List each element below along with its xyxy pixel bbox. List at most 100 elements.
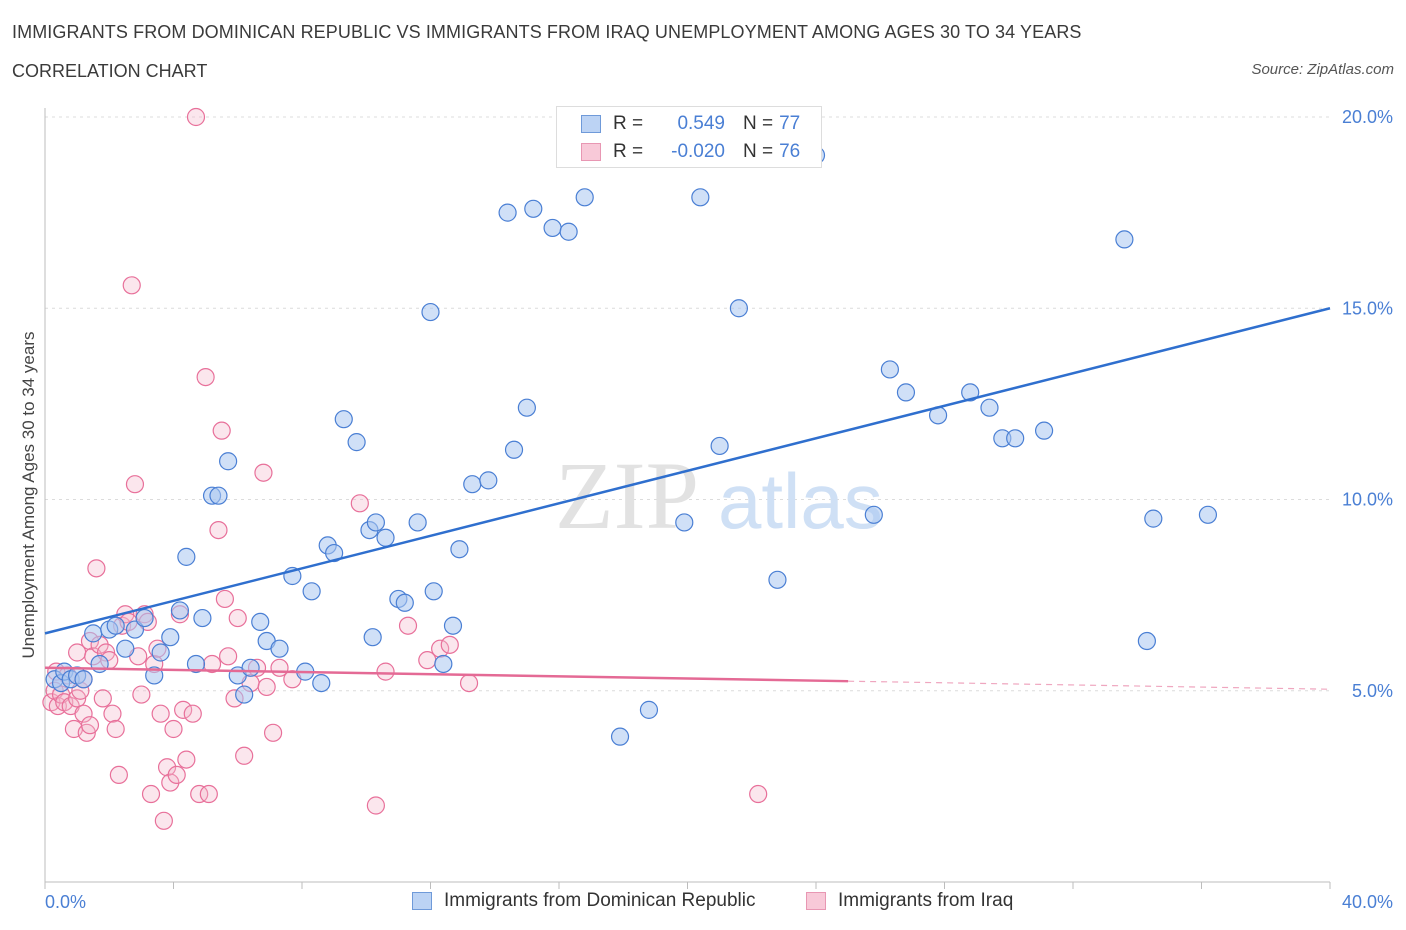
legend-r-value: -0.020 — [671, 141, 725, 162]
watermark-atlas: atlas — [718, 457, 883, 545]
iraq-point — [376, 662, 395, 681]
dominican-point — [376, 528, 395, 547]
dominican-point — [116, 639, 135, 658]
iraq-trend-line — [44, 666, 849, 683]
iraq-point — [177, 750, 196, 769]
dominican-point — [186, 654, 206, 674]
iraq-point — [122, 276, 141, 295]
iraq-point — [174, 700, 193, 719]
dominican-point — [517, 398, 536, 417]
dominican-point — [408, 513, 427, 532]
iraq-point — [199, 784, 218, 804]
iraq-point — [254, 463, 273, 482]
dominican-point — [177, 547, 196, 566]
iraq-point — [106, 719, 125, 739]
dominican-point — [450, 540, 469, 559]
legend-row-iraq: R = -0.020 N = 76 — [581, 140, 800, 164]
iraq-point — [749, 784, 768, 804]
watermark: ZIP atlas — [555, 442, 883, 549]
dominican-trend-line — [44, 307, 1331, 635]
dominican-point — [312, 673, 331, 693]
iraq-point — [132, 685, 151, 704]
y-tick-label: 10.0% — [1342, 490, 1393, 510]
legend-row-dominican: R = 0.549 N = 77 — [581, 112, 800, 136]
iraq-point — [125, 475, 145, 494]
dominican-point — [347, 433, 366, 452]
iraq-point — [209, 520, 228, 540]
dominican-point — [106, 616, 125, 635]
x-tick-label: 0.0% — [45, 892, 86, 912]
dominican-point — [498, 203, 517, 222]
dominican-point — [980, 398, 999, 417]
dominican-point — [768, 570, 787, 589]
chart-subtitle: CORRELATION CHART — [12, 61, 208, 81]
legend-n-value: 76 — [779, 141, 801, 162]
dominican-point — [639, 700, 659, 719]
iraq-point — [196, 368, 215, 387]
dominican-point — [395, 593, 414, 612]
dominican-point — [170, 601, 190, 620]
dominican-point — [434, 654, 453, 674]
gridlines — [45, 116, 1330, 692]
dominican-point — [325, 543, 344, 563]
iraq-point — [154, 811, 173, 830]
tick-labels: 5.0% 10.0% 15.0% 20.0% 0.0% 40.0% — [45, 107, 1393, 912]
iraq-point — [183, 704, 202, 723]
legend-n-label: N = — [743, 141, 774, 162]
dominican-point — [421, 302, 440, 322]
dominican-point — [151, 643, 170, 662]
iraq-point — [164, 719, 183, 739]
dominican-point — [710, 436, 729, 456]
iraq-point — [93, 689, 112, 708]
dominican-point — [543, 218, 562, 238]
dominican-point — [524, 199, 543, 218]
dominican-point — [363, 628, 382, 647]
iraq-point — [141, 784, 161, 804]
dominican-point — [880, 360, 899, 379]
y-tick-label: 5.0% — [1352, 681, 1393, 701]
dominican-point — [864, 505, 883, 524]
dominican-point — [691, 188, 710, 207]
iraq-point — [109, 765, 128, 785]
iraq-point — [190, 784, 209, 804]
dominican-point — [161, 628, 180, 647]
dominican-point — [366, 513, 385, 532]
iraq-point — [440, 635, 459, 654]
dominican-point — [235, 685, 254, 704]
y-tick-label: 15.0% — [1342, 298, 1393, 318]
iraq-point — [228, 608, 247, 628]
iraq-point — [151, 704, 170, 723]
bottom-legend-iraq: Immigrants from Iraq — [806, 888, 1013, 914]
dominican-point — [896, 383, 916, 402]
iraq-point — [215, 589, 234, 609]
bottom-legend-dominican: Immigrants from Dominican Republic — [412, 888, 756, 914]
dominican-point — [424, 582, 443, 601]
legend-r-label: R = — [613, 113, 644, 134]
dominican-point — [241, 658, 260, 677]
iraq-point — [398, 616, 418, 635]
iraq-point — [186, 107, 206, 127]
dominican-point — [575, 188, 594, 207]
y-axis-label: Unemployment Among Ages 30 to 34 years — [19, 332, 38, 659]
bottom-legend-label-iraq: Immigrants from Iraq — [838, 890, 1014, 911]
dominican-point — [209, 486, 228, 505]
dominican-point — [193, 608, 212, 628]
dominican-point — [1034, 421, 1054, 440]
dominican-point — [729, 299, 749, 318]
dominican-point — [961, 383, 980, 402]
legend-n-label: N = — [743, 113, 774, 134]
dominican-point — [675, 513, 694, 532]
dominican-point — [610, 727, 630, 746]
dominican-point — [219, 452, 238, 471]
y-tick-label: 20.0% — [1342, 107, 1393, 127]
trend-lines — [44, 307, 1331, 690]
dominican-point — [251, 612, 270, 632]
dominican-point — [74, 670, 93, 689]
x-tick-label: 40.0% — [1342, 892, 1393, 912]
iraq-point — [350, 494, 369, 513]
legend-r-value: 0.549 — [677, 113, 725, 134]
iraq-point — [219, 647, 238, 666]
dominican-point — [463, 475, 482, 494]
dominican-point — [1144, 509, 1163, 528]
